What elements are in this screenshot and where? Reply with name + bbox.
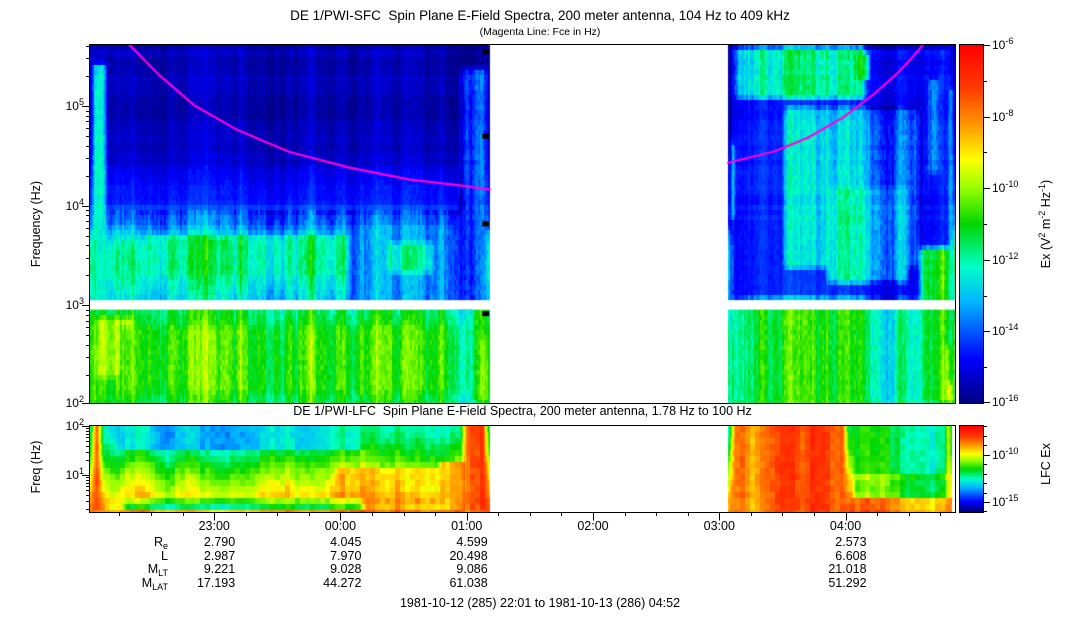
lfc-colorbar-label: LFC Ex — [1039, 443, 1053, 485]
ex-label-part: Ex (V — [1039, 237, 1053, 269]
colorbar-tick-label: 10-8 — [992, 107, 1038, 125]
exponent: 3 — [78, 295, 84, 306]
mantissa: 10 — [992, 394, 1006, 409]
lfc-title: DE 1/PWI-LFC Spin Plane E-Field Spectra,… — [293, 404, 752, 418]
ephemeris-value: 4.045 — [330, 535, 362, 549]
colorbar-tick-label: 10-10 — [992, 178, 1038, 196]
row-label-base: M — [147, 562, 159, 576]
row-label-sub: e — [162, 541, 168, 551]
time-tick-label: 01:00 — [451, 519, 483, 533]
ex-colorbar-label: Ex (V2 m-2 Hz-1) — [1037, 180, 1053, 269]
ephemeris-row-label-mlt: MLT — [98, 562, 168, 578]
lfc-colorbar — [960, 426, 983, 512]
ephemeris-value: 4.599 — [456, 535, 488, 549]
footer-timerange: 1981-10-12 (285) 22:01 to 1981-10-13 (28… — [399, 596, 681, 610]
mantissa: 10 — [65, 198, 79, 213]
exponent: -8 — [1005, 107, 1014, 118]
mantissa: 10 — [65, 297, 79, 312]
sfc-spectrogram-canvas — [90, 45, 955, 403]
ex-label-part: m — [1039, 218, 1053, 233]
main-title: DE 1/PWI-SFC Spin Plane E-Field Spectra,… — [290, 8, 790, 23]
exponent: -6 — [1005, 35, 1014, 46]
mantissa: 10 — [992, 252, 1006, 267]
ephemeris-row-label-re: Re — [98, 535, 168, 551]
sfc-colorbar — [960, 45, 983, 403]
time-tick-label: 00:00 — [324, 519, 357, 533]
ephemeris-value: 2.790 — [203, 535, 236, 549]
freq-tick-label: 105 — [44, 96, 84, 114]
mantissa: 10 — [65, 418, 79, 433]
time-tick-label: 04:00 — [829, 519, 862, 533]
colorbar-tick-label: 10-10 — [992, 445, 1038, 463]
ephemeris-row-label-mlat: MLAT — [98, 576, 168, 592]
exponent: -15 — [1005, 492, 1019, 503]
exponent: -12 — [1005, 250, 1019, 261]
mantissa: 10 — [65, 98, 79, 113]
ephemeris-row-label-l: L — [98, 549, 168, 563]
row-label-sub: LT — [158, 568, 168, 578]
mantissa: 10 — [992, 180, 1006, 195]
exponent: 4 — [78, 196, 84, 207]
exponent: -10 — [1005, 178, 1019, 189]
row-label-base: M — [141, 576, 153, 590]
colorbar-tick-label: 10-14 — [992, 321, 1038, 339]
ephemeris-value: 20.498 — [449, 549, 488, 563]
freq-tick-label: 103 — [44, 295, 84, 313]
exponent: -10 — [1005, 445, 1019, 456]
ephemeris-value: 7.970 — [330, 549, 362, 563]
mantissa: 10 — [992, 494, 1006, 509]
exponent: 2 — [78, 416, 84, 427]
ephemeris-value: 9.221 — [203, 562, 236, 576]
lfc-spectrogram-canvas — [90, 426, 955, 512]
subtitle: (Magenta Line: Fce in Hz) — [479, 26, 601, 38]
exponent: 5 — [78, 96, 84, 107]
ephemeris-value: 9.086 — [456, 562, 488, 576]
exponent: -16 — [1005, 392, 1019, 403]
ephemeris-value: 2.987 — [203, 549, 236, 563]
row-label-base: L — [161, 549, 168, 563]
freq-axis-label-lfc: Freq (Hz) — [29, 440, 43, 494]
frequency-axis-label: Frequency (Hz) — [29, 180, 43, 268]
ephemeris-value: 6.608 — [835, 549, 867, 563]
freq-tick-label: 102 — [44, 393, 84, 411]
mantissa: 10 — [992, 447, 1006, 462]
colorbar-tick-label: 10-12 — [992, 250, 1038, 268]
ephemeris-value: 17.193 — [196, 576, 236, 590]
freq-tick-label: 101 — [44, 465, 84, 483]
ephemeris-value: 9.028 — [330, 562, 362, 576]
row-label-base: R — [153, 535, 163, 549]
ephemeris-value: 51.292 — [828, 576, 867, 590]
colorbar-tick-label: 10-6 — [992, 35, 1038, 53]
colorbar-tick-label: 10-16 — [992, 392, 1038, 410]
ephemeris-value: 44.272 — [323, 576, 362, 590]
ephemeris-value: 2.573 — [835, 535, 867, 549]
colorbar-tick-label: 10-15 — [992, 492, 1038, 510]
time-tick-label: 02:00 — [577, 519, 609, 533]
mantissa: 10 — [992, 37, 1006, 52]
exponent: 1 — [78, 465, 84, 476]
time-tick-label: 23:00 — [198, 519, 230, 533]
ex-label-exp: -1 — [1037, 183, 1047, 192]
ex-label-exp: 2 — [1037, 232, 1047, 238]
mantissa: 10 — [65, 467, 79, 482]
ex-label-part: Hz — [1039, 191, 1053, 211]
exponent: -14 — [1005, 321, 1019, 332]
ephemeris-value: 21.018 — [828, 562, 867, 576]
mantissa: 10 — [65, 395, 79, 410]
freq-tick-label: 104 — [44, 196, 84, 214]
mantissa: 10 — [992, 323, 1006, 338]
ex-label-exp: -2 — [1037, 210, 1047, 219]
row-label-sub: LAT — [152, 582, 168, 592]
ephemeris-value: 61.038 — [449, 576, 488, 590]
freq-tick-label: 102 — [44, 416, 84, 434]
exponent: 2 — [78, 393, 84, 404]
time-tick-label: 03:00 — [703, 519, 735, 533]
mantissa: 10 — [992, 109, 1006, 124]
